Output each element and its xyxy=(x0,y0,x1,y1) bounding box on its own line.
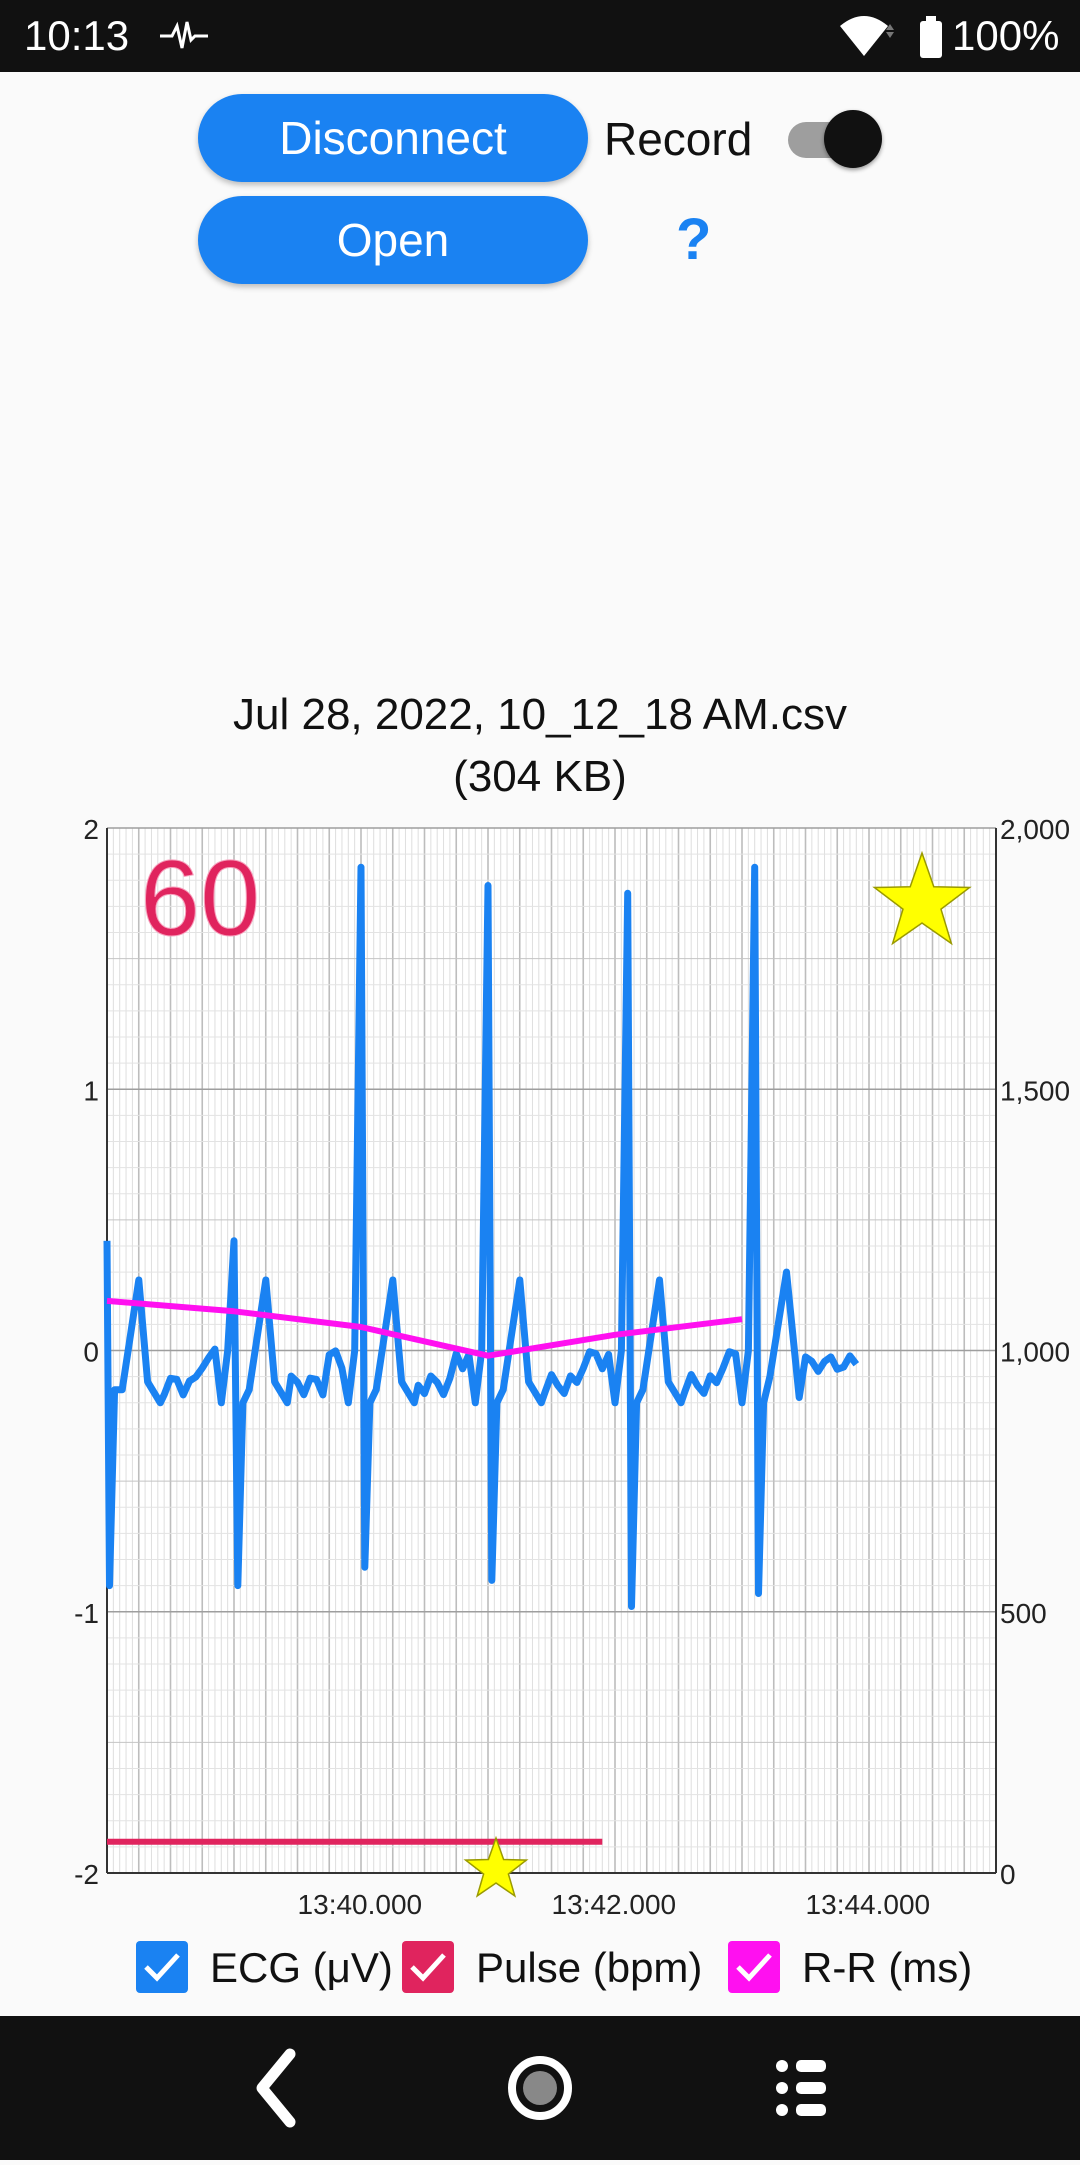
record-label: Record xyxy=(604,113,753,165)
x-tick-label: 13:44.000 xyxy=(806,1889,931,1920)
ecg-chart[interactable]: 2 1 0 -1 -2 2,000 1,500 1,000 500 0 13:40.000 13:42… xyxy=(0,800,1080,1920)
help-icon[interactable]: ? xyxy=(676,207,712,272)
pulse-icon xyxy=(160,18,208,59)
check-icon xyxy=(410,1953,446,1982)
battery-percent: 100% xyxy=(952,12,1060,59)
chart-labels: 2 1 0 -1 -2 2,000 1,500 1,000 500 0 13:40.000 13:42… xyxy=(74,814,1070,1920)
legend-label-pulse: Pulse (bpm) xyxy=(476,1944,703,1991)
navigation-bar xyxy=(0,2016,1080,2160)
chart-grid xyxy=(106,827,997,1874)
y-right-tick-label: 1,000 xyxy=(1000,1337,1070,1368)
status-time: 10:13 xyxy=(24,12,130,59)
open-button[interactable]: Open xyxy=(198,196,588,284)
legend-label-ecg: ECG (μV) xyxy=(210,1944,393,1991)
back-icon[interactable] xyxy=(256,2048,296,2128)
x-tick-label: 13:42.000 xyxy=(552,1889,677,1920)
disconnect-button[interactable]: Disconnect xyxy=(198,94,588,182)
status-bar: 10:13 100% xyxy=(0,0,1080,72)
y-left-tick-label: -2 xyxy=(74,1859,99,1890)
y-left-tick-label: -1 xyxy=(74,1598,99,1629)
legend-checkbox-pulse[interactable] xyxy=(402,1941,454,1993)
check-icon xyxy=(144,1953,180,1982)
rr-series-line xyxy=(106,1297,743,1359)
marker-star-icon[interactable] xyxy=(463,1835,529,1898)
y-left-tick-label: 0 xyxy=(83,1337,99,1368)
y-right-tick-label: 2,000 xyxy=(1000,814,1070,845)
ecg-series-line xyxy=(103,863,860,1610)
y-left-tick-label: 2 xyxy=(83,814,99,845)
file-name: Jul 28, 2022, 10_12_18 AM.csv xyxy=(233,690,847,739)
legend-label-rr: R-R (ms) xyxy=(802,1944,973,1991)
file-size: (304 KB) xyxy=(453,752,627,801)
y-left-tick-label: 1 xyxy=(83,1075,99,1106)
y-right-tick-label: 1,500 xyxy=(1000,1075,1070,1106)
star-icon[interactable] xyxy=(872,850,972,946)
legend-checkbox-ecg[interactable] xyxy=(136,1941,188,1993)
chart-legend: ECG (μV) Pulse (bpm) R-R (ms) xyxy=(0,1938,1080,1998)
chart-series xyxy=(103,863,860,1845)
battery-icon xyxy=(918,16,944,63)
wifi-icon xyxy=(838,14,894,63)
record-toggle-thumb[interactable] xyxy=(824,110,882,168)
x-tick-label: 13:40.000 xyxy=(298,1889,423,1920)
check-icon xyxy=(736,1953,772,1982)
y-right-tick-label: 500 xyxy=(1000,1598,1047,1629)
heart-rate-value: 60 xyxy=(140,837,260,958)
menu-icon[interactable] xyxy=(776,2060,826,2116)
y-right-tick-label: 0 xyxy=(1000,1859,1016,1890)
home-icon[interactable] xyxy=(508,2056,572,2120)
legend-checkbox-rr[interactable] xyxy=(728,1941,780,1993)
